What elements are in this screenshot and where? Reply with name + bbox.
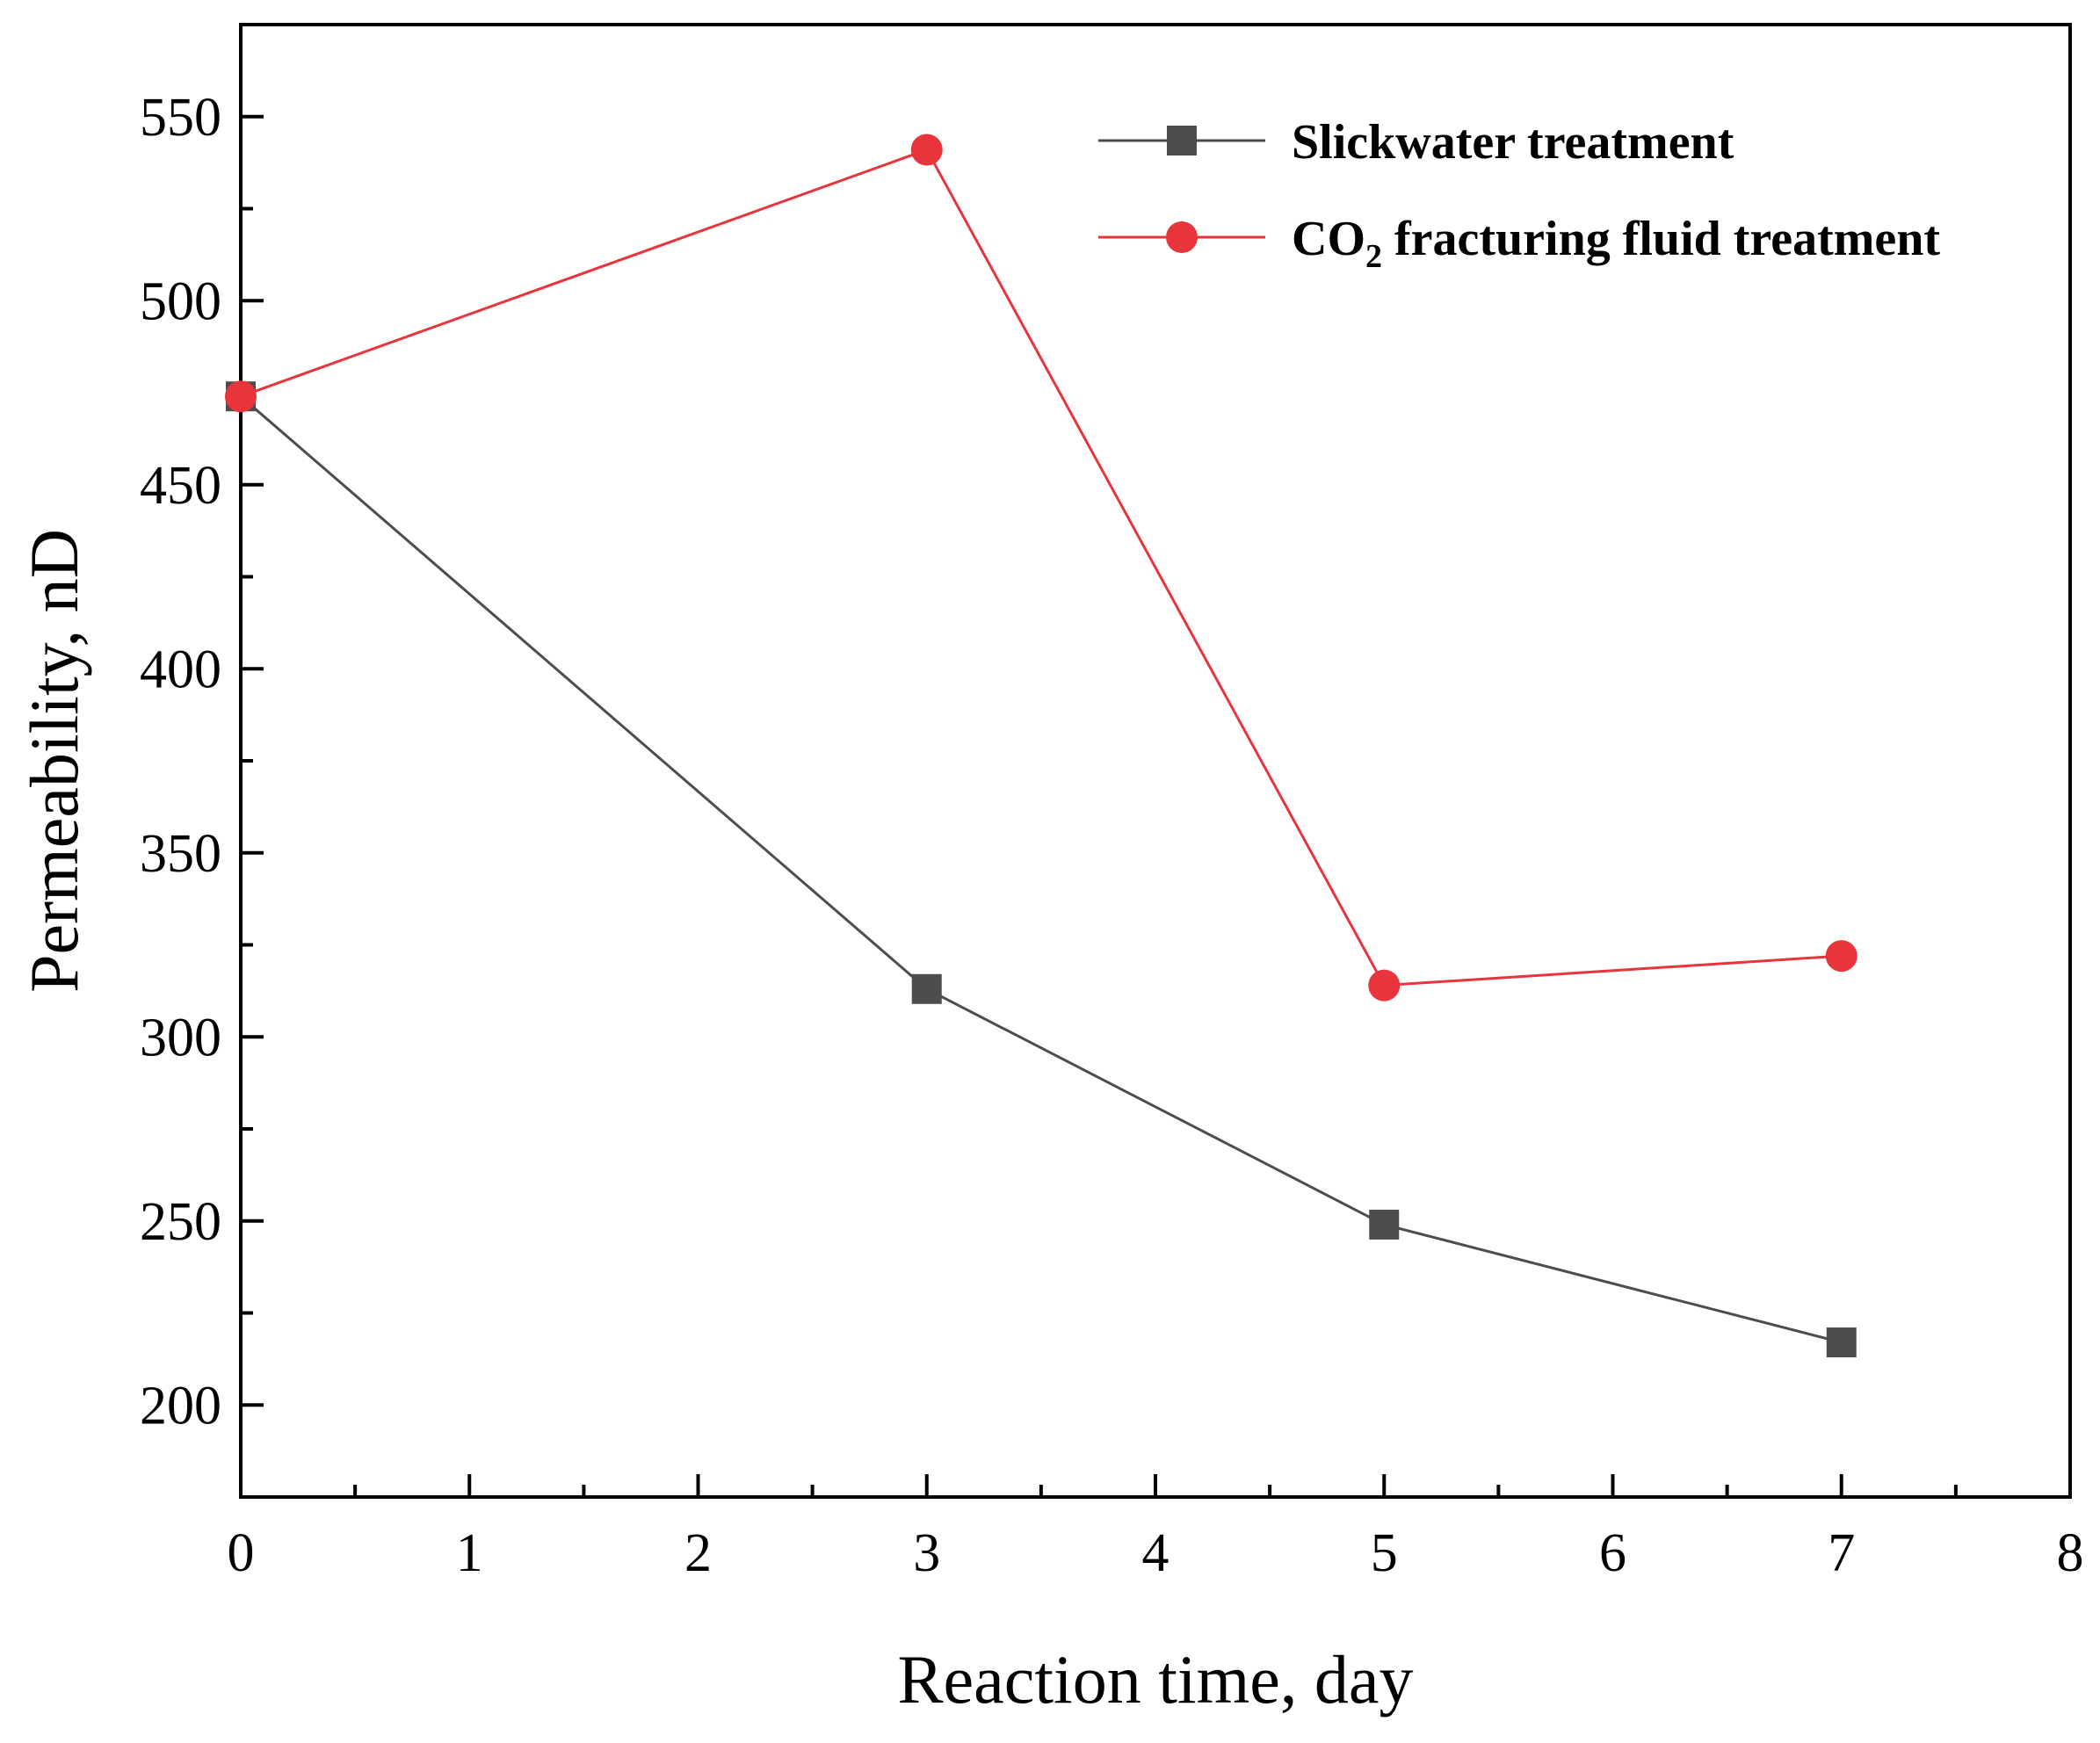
y-tick-label: 350 [140, 824, 221, 884]
x-axis: 0 1 2 3 4 5 6 7 8 [228, 1474, 2084, 1583]
series-1 [226, 381, 1857, 1358]
legend-item-1: Slickwater treatment [1098, 115, 1734, 170]
x-axis-title: Reaction time, day [898, 1641, 1414, 1718]
data-point-circle [1825, 940, 1857, 973]
y-axis: 200 250 300 350 400 450 500 550 [140, 23, 264, 1499]
data-point-circle [910, 134, 943, 166]
x-tick-label: 8 [2057, 1523, 2084, 1583]
x-tick-label: 2 [684, 1523, 712, 1583]
legend-label: CO2 fracturing fluid treatment [1292, 212, 1940, 275]
data-point-square [911, 973, 942, 1004]
x-tick-label: 1 [456, 1523, 483, 1583]
series-2 [225, 134, 1857, 1002]
data-point-circle [1368, 969, 1401, 1002]
data-point-circle [225, 380, 257, 413]
legend-label: Slickwater treatment [1292, 115, 1734, 170]
series-line [240, 395, 1843, 1344]
x-tick-label: 5 [1371, 1523, 1398, 1583]
series-line [240, 148, 1842, 987]
x-tick-label: 0 [228, 1523, 255, 1583]
data-point-square [1369, 1209, 1400, 1240]
y-tick-label: 450 [140, 456, 221, 516]
y-tick-label: 250 [140, 1192, 221, 1252]
data-point-square [1826, 1327, 1857, 1358]
x-tick-label: 4 [1142, 1523, 1169, 1583]
x-tick-label: 6 [1599, 1523, 1626, 1583]
legend-marker-circle [1166, 221, 1198, 253]
y-tick-label: 200 [140, 1376, 221, 1436]
series-layer [225, 134, 1857, 1358]
y-tick-label: 400 [140, 640, 221, 699]
y-tick-label: 550 [140, 88, 221, 148]
y-tick-label: 500 [140, 271, 221, 331]
legend: Slickwater treatment CO2 fracturing fluid… [1098, 115, 1940, 275]
legend-item-2: CO2 fracturing fluid treatment [1098, 212, 1940, 275]
x-tick-label: 7 [1828, 1523, 1855, 1583]
y-tick-label: 300 [140, 1008, 221, 1067]
x-tick-label: 3 [913, 1523, 940, 1583]
y-axis-title: Permeability, nD [16, 529, 92, 993]
legend-marker-square [1167, 126, 1197, 155]
